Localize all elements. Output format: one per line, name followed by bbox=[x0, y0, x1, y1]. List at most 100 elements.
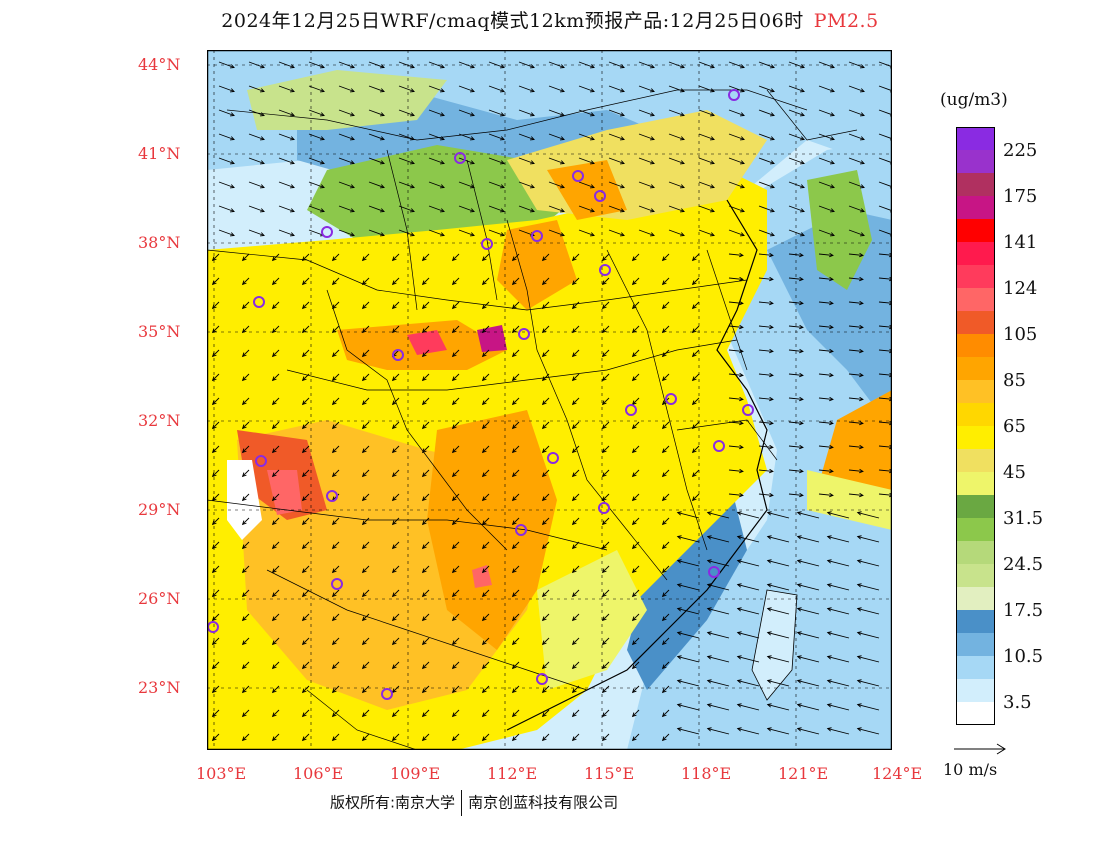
wind-arrow-head bbox=[511, 592, 517, 598]
wind-arrow bbox=[737, 560, 760, 567]
wind-arrow-head bbox=[661, 544, 667, 550]
wind-arrow-head bbox=[271, 352, 277, 358]
wind-arrow bbox=[797, 512, 820, 519]
wind-arrow-head bbox=[799, 396, 804, 402]
wind-arrow-head bbox=[271, 520, 277, 526]
wind-arrow-head bbox=[826, 607, 832, 612]
city-marker bbox=[665, 393, 677, 405]
wind-arrow-head bbox=[739, 348, 744, 354]
wind-arrow bbox=[422, 253, 430, 261]
wind-arrow-head bbox=[481, 544, 487, 550]
wind-arrow-head bbox=[620, 112, 625, 117]
wind-arrow-head bbox=[211, 568, 217, 574]
wind-arrow-head bbox=[241, 592, 247, 598]
wind-arrow bbox=[272, 589, 280, 597]
wind-arrow-head bbox=[500, 64, 505, 69]
wind-arrow-head bbox=[826, 655, 832, 660]
wind-arrow bbox=[272, 469, 280, 477]
wind-arrow-head bbox=[301, 736, 307, 742]
wind-arrow-head bbox=[410, 160, 415, 165]
wind-arrow-head bbox=[571, 664, 577, 670]
wind-arrow-head bbox=[661, 448, 667, 454]
wind-arrow bbox=[362, 517, 370, 525]
wind-arrow-head bbox=[331, 520, 337, 526]
wind-arrow-head bbox=[676, 511, 682, 516]
wind-arrow-head bbox=[481, 424, 487, 430]
colorbar-swatch bbox=[956, 495, 995, 518]
wind-arrow bbox=[452, 733, 460, 741]
wind-arrow bbox=[632, 541, 640, 549]
wind-arrow-head bbox=[421, 448, 427, 454]
wind-arrow-head bbox=[361, 592, 367, 598]
wind-arrow-head bbox=[271, 592, 277, 598]
wind-arrow-head bbox=[650, 232, 655, 237]
wind-arrow bbox=[677, 584, 700, 591]
wind-arrow-head bbox=[290, 64, 295, 69]
wind-arrow-head bbox=[739, 252, 744, 258]
wind-arrow bbox=[332, 469, 340, 477]
wind-arrow-head bbox=[736, 535, 742, 540]
wind-arrow-head bbox=[260, 88, 265, 93]
wind-arrow bbox=[458, 229, 475, 236]
wind-arrow-head bbox=[290, 136, 295, 141]
wind-arrow bbox=[302, 397, 310, 405]
wind-arrow bbox=[677, 560, 700, 567]
wind-arrow bbox=[707, 704, 730, 711]
colorbar-swatch bbox=[956, 472, 995, 495]
wind-arrow bbox=[572, 709, 580, 717]
wind-arrow bbox=[818, 397, 833, 400]
lat-label: 44°N bbox=[138, 55, 181, 74]
wind-arrow bbox=[848, 301, 863, 304]
wind-arrow bbox=[512, 637, 520, 645]
colorbar-swatch bbox=[956, 242, 995, 265]
city-marker bbox=[536, 673, 548, 685]
wind-arrow-head bbox=[230, 112, 235, 117]
wind-arrow-head bbox=[530, 208, 535, 213]
wind-arrow bbox=[512, 445, 520, 453]
wind-arrow bbox=[677, 656, 700, 663]
wind-arrow-head bbox=[301, 688, 307, 694]
wind-arrow bbox=[668, 133, 685, 140]
colorbar-tick-label: 65 bbox=[1003, 416, 1026, 437]
wind-arrow-head bbox=[350, 112, 355, 117]
wind-arrow-head bbox=[826, 559, 832, 564]
wind-arrow bbox=[302, 421, 310, 429]
wind-arrow-head bbox=[391, 256, 397, 262]
wind-arrow bbox=[518, 205, 535, 212]
wind-arrow bbox=[827, 536, 850, 543]
wind-arrow-head bbox=[770, 160, 775, 165]
wind-arrow-head bbox=[271, 256, 277, 262]
colorbar-swatch bbox=[956, 449, 995, 472]
wind-arrow-head bbox=[830, 136, 835, 141]
wind-arrow bbox=[548, 229, 565, 236]
colorbar-tick-label: 85 bbox=[1003, 370, 1026, 391]
wind-arrow-head bbox=[889, 444, 892, 450]
city-marker bbox=[381, 688, 393, 700]
wind-arrow-head bbox=[331, 640, 337, 646]
wind-arrow bbox=[632, 661, 640, 669]
wind-arrow-head bbox=[290, 184, 295, 189]
wind-arrow-head bbox=[391, 304, 397, 310]
wind-arrow bbox=[707, 584, 730, 591]
wind-arrow-head bbox=[530, 160, 535, 165]
wind-arrow bbox=[452, 277, 460, 285]
wind-arrow bbox=[308, 157, 325, 164]
wind-arrow-head bbox=[766, 511, 772, 516]
wind-arrow-head bbox=[511, 568, 517, 574]
wind-arrow-head bbox=[361, 352, 367, 358]
wind-arrow-head bbox=[301, 712, 307, 718]
wind-arrow bbox=[362, 301, 370, 309]
wind-arrow-head bbox=[331, 544, 337, 550]
wind-arrow-head bbox=[211, 352, 217, 358]
wind-arrow-head bbox=[500, 88, 505, 93]
wind-arrow bbox=[632, 637, 640, 645]
wind-arrow-head bbox=[736, 631, 742, 636]
copyright-right: 南京创蓝科技有限公司 bbox=[468, 793, 619, 812]
wind-arrow bbox=[692, 277, 700, 285]
wind-arrow-head bbox=[799, 420, 804, 426]
wind-arrow-head bbox=[739, 396, 744, 402]
wind-arrow-head bbox=[571, 640, 577, 646]
wind-arrow-head bbox=[500, 232, 505, 237]
wind-arrow-head bbox=[826, 703, 832, 708]
wind-arrow bbox=[452, 613, 460, 621]
